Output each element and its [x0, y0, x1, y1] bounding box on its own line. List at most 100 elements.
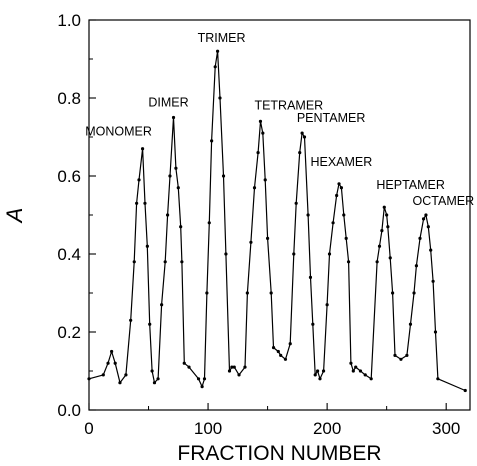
data-point: [150, 369, 154, 373]
data-point: [399, 357, 403, 361]
data-point: [118, 381, 122, 385]
peak-label: MONOMER: [85, 125, 152, 139]
peak-label: TRIMER: [198, 31, 246, 45]
data-point: [148, 322, 152, 326]
data-point: [182, 361, 186, 365]
data-point: [337, 182, 341, 186]
data-point: [132, 260, 136, 264]
data-point: [325, 303, 329, 307]
data-point: [308, 275, 313, 279]
data-point: [213, 65, 217, 69]
data-point: [391, 291, 395, 295]
data-point: [106, 361, 110, 365]
data-point: [261, 131, 265, 135]
data-point: [388, 256, 392, 260]
data-point: [375, 260, 379, 264]
data-point: [207, 221, 211, 225]
data-point: [237, 373, 241, 377]
peak-label: OCTAMER: [413, 194, 475, 208]
data-point: [210, 139, 214, 143]
data-point: [418, 236, 422, 240]
data-point: [171, 115, 176, 120]
data-point: [294, 201, 298, 205]
data-point: [168, 174, 172, 178]
data-point: [205, 291, 209, 295]
data-point: [140, 147, 145, 151]
data-point: [179, 225, 183, 229]
x-axis-title: FRACTION NUMBER: [177, 442, 381, 465]
data-point: [339, 186, 344, 190]
data-point: [218, 96, 222, 100]
data-point: [271, 346, 276, 350]
data-point: [258, 119, 263, 123]
data-point: [300, 131, 304, 135]
data-point: [292, 252, 296, 256]
data-point: [421, 217, 426, 221]
data-point: [433, 330, 438, 334]
data-point: [327, 252, 332, 256]
data-point: [363, 373, 367, 377]
data-point: [405, 353, 409, 357]
data-point: [298, 151, 302, 155]
x-tick-label: 300: [432, 419, 460, 438]
data-point: [200, 385, 204, 389]
data-point: [346, 260, 351, 264]
data-point: [160, 303, 164, 307]
data-point: [276, 349, 280, 354]
data-point: [393, 353, 397, 357]
data-point: [156, 377, 160, 381]
data-point: [288, 342, 292, 346]
data-point: [279, 353, 283, 357]
data-point: [113, 361, 117, 365]
data-point: [256, 151, 260, 155]
data-series: [87, 49, 467, 393]
data-point: [230, 365, 234, 369]
data-point: [283, 357, 288, 361]
data-point: [386, 225, 390, 229]
data-point: [249, 240, 253, 244]
y-tick-label: 0.8: [57, 89, 81, 108]
y-tick-label: 1.0: [57, 11, 81, 30]
data-point: [165, 213, 170, 217]
data-point: [412, 291, 416, 295]
data-point: [221, 174, 226, 178]
data-point: [316, 369, 320, 373]
data-point: [196, 377, 201, 381]
data-point: [463, 388, 467, 393]
peak-label: HEPTAMER: [376, 178, 445, 192]
data-point: [101, 373, 105, 377]
data-point: [321, 369, 326, 373]
data-point: [129, 318, 133, 322]
data-point: [265, 236, 270, 240]
data-point: [436, 377, 440, 381]
data-point: [87, 377, 91, 381]
data-point: [135, 201, 139, 205]
data-point: [318, 377, 322, 381]
y-tick-label: 0.4: [57, 245, 81, 264]
data-point: [232, 365, 236, 369]
data-point: [414, 264, 419, 268]
data-point: [163, 260, 167, 264]
data-point: [385, 213, 389, 217]
x-tick-label: 0: [84, 419, 93, 438]
data-point: [145, 244, 149, 248]
data-point: [429, 248, 433, 252]
data-point: [224, 252, 228, 256]
data-point: [335, 193, 339, 198]
data-point: [110, 349, 114, 354]
x-tick-label: 200: [313, 419, 341, 438]
data-point: [245, 291, 249, 295]
data-point: [227, 369, 232, 373]
tick-labels: 0 100 200 300 0.0 0.2 0.4 0.6 0.8 1.0: [57, 11, 460, 438]
data-point: [311, 322, 315, 326]
data-point: [152, 381, 157, 385]
data-point: [187, 365, 191, 369]
data-point: [306, 213, 310, 217]
data-point: [302, 135, 307, 139]
data-point: [351, 369, 355, 373]
data-point: [380, 229, 384, 233]
data-point: [354, 365, 358, 369]
data-point: [263, 178, 267, 182]
